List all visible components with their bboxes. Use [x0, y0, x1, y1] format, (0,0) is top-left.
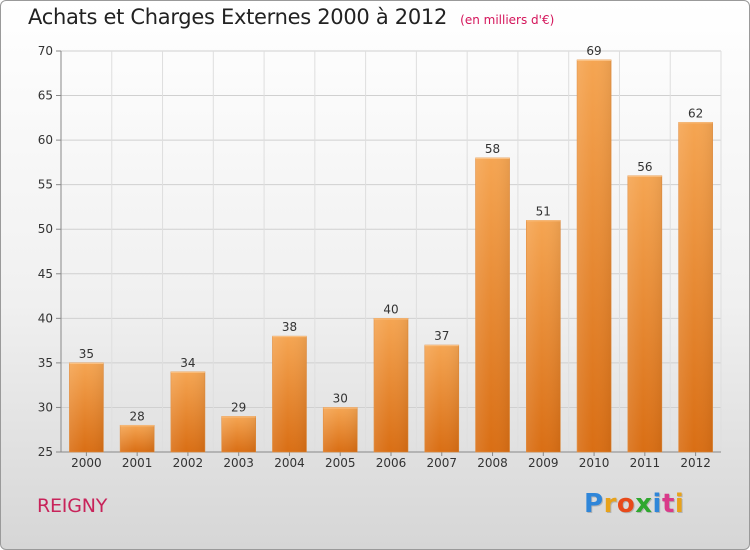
- data-label-2010: 69: [586, 44, 601, 58]
- x-tick-label: 2002: [173, 456, 204, 470]
- y-tick-label: 50: [38, 222, 53, 236]
- y-tick-label: 65: [38, 89, 53, 103]
- data-label-2001: 28: [130, 409, 145, 423]
- chart-title: Achats et Charges Externes 2000 à 2012: [28, 5, 448, 29]
- bar-shine-2000: [69, 362, 104, 452]
- proxiti-logo[interactable]: Proxiti: [584, 489, 684, 519]
- bar-shine-2010: [577, 59, 612, 453]
- data-label-2012: 62: [688, 106, 703, 120]
- logo-letter: r: [603, 489, 617, 519]
- logo-letter: x: [635, 489, 653, 519]
- logo-letter: i: [674, 489, 685, 519]
- logo-letter: P: [584, 489, 604, 519]
- data-label-2003: 29: [231, 400, 246, 414]
- y-tick-label: 70: [38, 44, 53, 58]
- x-tick-label: 2004: [274, 456, 305, 470]
- chart-subtitle: (en milliers d'€): [460, 13, 555, 27]
- data-label-2011: 56: [637, 160, 652, 174]
- x-tick-label: 2009: [528, 456, 559, 470]
- logo-letter: i: [652, 489, 662, 519]
- x-tick-label: 2005: [325, 456, 356, 470]
- data-label-2000: 35: [79, 347, 94, 361]
- x-tick-label: 2000: [71, 456, 102, 470]
- y-tick-label: 45: [38, 267, 53, 281]
- x-tick-label: 2010: [579, 456, 610, 470]
- x-tick-label: 2001: [122, 456, 153, 470]
- y-tick-label: 30: [38, 400, 53, 414]
- y-tick-label: 55: [38, 178, 53, 192]
- bar-shine-2009: [526, 220, 561, 452]
- data-label-2008: 58: [485, 142, 500, 156]
- bar-shine-2011: [627, 175, 662, 452]
- bar-shine-2008: [475, 157, 510, 452]
- data-label-2007: 37: [434, 329, 449, 343]
- data-label-2004: 38: [282, 320, 297, 334]
- x-tick-label: 2003: [223, 456, 254, 470]
- data-label-2006: 40: [383, 302, 398, 316]
- data-label-2005: 30: [333, 391, 348, 405]
- x-tick-label: 2007: [426, 456, 457, 470]
- bar-shine-2004: [272, 336, 307, 452]
- bar-shine-2006: [374, 318, 408, 452]
- x-tick-label: 2012: [680, 456, 711, 470]
- y-tick-label: 60: [38, 133, 53, 147]
- x-tick-label: 2006: [376, 456, 407, 470]
- bar-shine-2001: [120, 425, 155, 452]
- title-row: Achats et Charges Externes 2000 à 2012 (…: [28, 5, 554, 29]
- data-labels: 35 28 34 29 38 30 40 37 58 51 69 56 62: [79, 44, 704, 423]
- y-tick-label: 25: [38, 445, 53, 459]
- bar-shine-2003: [221, 416, 256, 452]
- data-label-2009: 51: [536, 204, 551, 218]
- x-tick-label: 2008: [477, 456, 508, 470]
- x-tick-label: 2011: [630, 456, 661, 470]
- logo-letter: t: [661, 489, 675, 519]
- bar-shine-2002: [170, 371, 205, 452]
- data-label-2002: 34: [180, 356, 195, 370]
- logo-letter: o: [616, 489, 636, 519]
- y-tick-label: 35: [38, 356, 53, 370]
- bar-shine-2007: [424, 345, 459, 452]
- y-tick-label: 40: [38, 311, 53, 325]
- bars: [69, 59, 713, 453]
- commune-name: REIGNY: [37, 495, 108, 517]
- bar-shine-2012: [678, 122, 713, 453]
- bar-shine-2005: [323, 407, 358, 452]
